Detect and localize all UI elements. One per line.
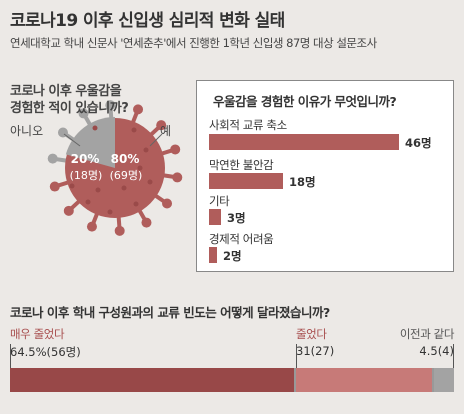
virus-spike-tip: [86, 221, 97, 232]
virus-spike-tip: [162, 198, 173, 209]
label-leader-no: [63, 133, 81, 147]
virus-spike-tip: [170, 144, 181, 155]
virus-spike-tip: [141, 217, 152, 228]
virus-dot: [131, 127, 137, 133]
pie-chart: [47, 100, 183, 236]
pie-count-no: (18명): [69, 169, 103, 182]
reason-label-4: 경제적 어려움: [209, 232, 274, 246]
virus-spike-tip: [172, 172, 183, 183]
label-leader-yes: [149, 133, 163, 147]
pie-question-line1: 코로나 이후 우울감을: [10, 84, 122, 99]
virus-dot: [133, 201, 139, 207]
reason-bar-1: [209, 134, 399, 150]
freq-value-much-less: 64.5%(56명): [10, 345, 81, 359]
virus-spike-tip: [49, 181, 60, 192]
reason-label-1: 사회적 교류 축소: [209, 118, 287, 132]
pie-slice-no: [65, 117, 115, 168]
freq-value-less: 31(27): [296, 344, 335, 358]
frequency-stacked-bar: [10, 368, 454, 392]
reason-label-3: 기타: [209, 194, 230, 208]
freq-label-less: 줄었다: [296, 327, 327, 341]
virus-dot: [137, 165, 143, 171]
reason-bar-4: [209, 247, 217, 263]
reason-value-4: 2명: [223, 249, 242, 263]
virus-dot: [95, 187, 101, 193]
virus-texture: [69, 125, 153, 215]
pie-percent-yes: 80%: [110, 152, 140, 166]
reason-bar-3: [209, 209, 221, 225]
pie-percent-no: 20%: [70, 152, 100, 166]
reason-question: 우울감을 경험한 이유가 무엇입니까?: [213, 94, 397, 109]
virus-dot: [69, 183, 75, 189]
reason-panel: 우울감을 경험한 이유가 무엇입니까? 사회적 교류 축소 46명 막연한 불안…: [196, 80, 454, 272]
freq-tick-3: [453, 344, 454, 368]
freq-tick-1: [10, 344, 11, 368]
virus-spike-tip: [78, 108, 89, 119]
reason-value-1: 46명: [405, 136, 432, 150]
virus-dot: [92, 125, 98, 131]
page-title: 코로나19 이후 신입생 심리적 변화 실태: [10, 11, 285, 31]
virus-spikes: [47, 100, 183, 236]
virus-dot: [85, 199, 91, 205]
freq-label-much-less: 매우 줄었다: [10, 327, 65, 341]
reason-value-2: 18명: [289, 175, 316, 189]
freq-value-same: 4.5(4): [419, 344, 454, 358]
freq-tick-2: [296, 344, 298, 368]
virus-spike-tip: [47, 153, 58, 164]
freq-segment-much-less: [10, 368, 295, 392]
virus-spike-tip: [156, 120, 167, 131]
reason-value-3: 3명: [227, 211, 246, 225]
virus-dot: [121, 185, 127, 191]
pie-label-no: 아니오: [10, 124, 44, 138]
pie-label-yes: 예: [160, 124, 172, 138]
freq-segment-same: [434, 368, 454, 392]
virus-dot: [143, 147, 149, 153]
pie-count-yes: (69명): [109, 169, 143, 182]
virus-spike-tip: [105, 100, 116, 111]
virus-spike-tip: [114, 225, 125, 236]
virus-dot: [147, 179, 153, 185]
page-subtitle: 연세대학교 학내 신문사 '연세춘추'에서 진행한 1학년 신입생 87명 대상…: [10, 36, 377, 50]
reason-bar-2: [209, 173, 283, 189]
freq-segment-less: [296, 368, 432, 392]
pie-question-line2: 경험한 적이 있습니까?: [10, 101, 129, 116]
freq-label-same: 이전과 같다: [399, 327, 455, 341]
frequency-question: 코로나 이후 학내 구성원과의 교류 빈도는 어떻게 달라졌습니까?: [10, 305, 330, 320]
virus-dot: [107, 209, 113, 215]
reason-label-2: 막연한 불안감: [209, 158, 274, 172]
virus-spike-tip: [63, 205, 74, 216]
virus-spike-tip: [133, 104, 144, 115]
